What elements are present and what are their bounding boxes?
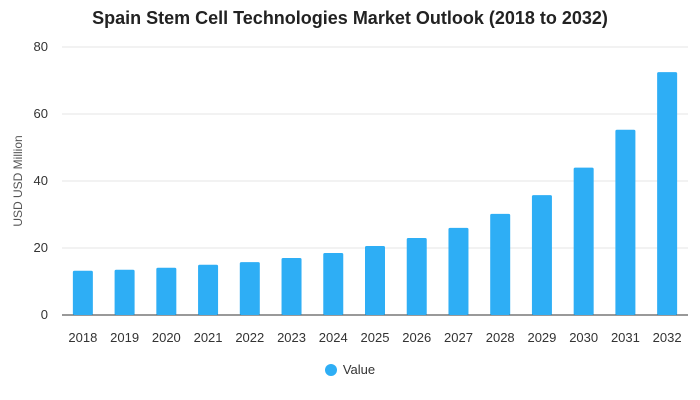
y-tick-label-40: 40: [34, 173, 48, 188]
x-tick-label-2027: 2027: [444, 330, 473, 345]
x-tick-label-2019: 2019: [110, 330, 139, 345]
y-axis-title: USD USD Million: [11, 135, 25, 226]
bar-2030[interactable]: [573, 167, 594, 315]
legend[interactable]: Value: [0, 362, 700, 377]
bar-2027[interactable]: [448, 227, 469, 315]
bar-2021[interactable]: [198, 264, 219, 315]
x-tick-label-2025: 2025: [361, 330, 390, 345]
y-tick-label-20: 20: [34, 240, 48, 255]
x-tick-label-2032: 2032: [653, 330, 682, 345]
bar-2018[interactable]: [72, 270, 93, 315]
x-tick-label-2030: 2030: [569, 330, 598, 345]
bar-2026[interactable]: [406, 237, 427, 315]
bar-2032[interactable]: [657, 72, 678, 315]
y-tick-label-60: 60: [34, 106, 48, 121]
y-tick-label-80: 80: [34, 39, 48, 54]
legend-swatch-value: [324, 363, 337, 376]
bar-2028[interactable]: [490, 213, 511, 315]
x-tick-label-2031: 2031: [611, 330, 640, 345]
bar-2025[interactable]: [365, 245, 385, 315]
x-tick-label-2028: 2028: [486, 330, 515, 345]
x-tick-label-2018: 2018: [68, 330, 97, 345]
chart-title: Spain Stem Cell Technologies Market Outl…: [92, 8, 608, 28]
x-tick-label-2024: 2024: [319, 330, 348, 345]
bar-2020[interactable]: [156, 267, 177, 315]
bar-2022[interactable]: [239, 262, 260, 315]
bar-2031[interactable]: [615, 129, 636, 315]
legend-label-value: Value: [342, 362, 376, 377]
bar-2024[interactable]: [323, 253, 344, 315]
x-tick-label-2023: 2023: [277, 330, 306, 345]
bar-2019[interactable]: [114, 269, 135, 315]
bar-2029[interactable]: [531, 195, 552, 315]
x-tick-label-2026: 2026: [402, 330, 431, 345]
x-tick-label-2020: 2020: [152, 330, 181, 345]
x-tick-label-2029: 2029: [527, 330, 556, 345]
y-tick-label-0: 0: [41, 307, 48, 322]
x-tick-label-2021: 2021: [194, 330, 223, 345]
x-tick-label-2022: 2022: [235, 330, 264, 345]
bar-2023[interactable]: [281, 258, 302, 315]
